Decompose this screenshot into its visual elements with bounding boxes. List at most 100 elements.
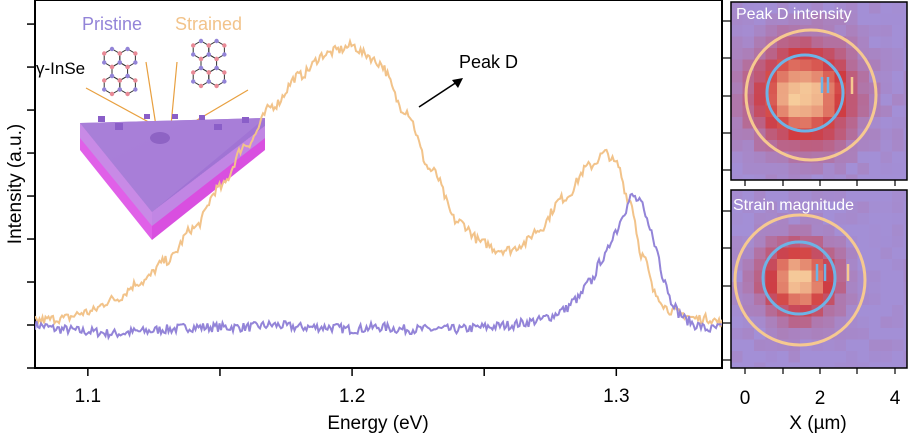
heatmap-cell xyxy=(880,2,893,14)
heatmap-cell xyxy=(823,236,835,248)
heatmap-cell xyxy=(765,190,778,202)
heatmap-cell xyxy=(800,117,812,129)
heatmap-cell xyxy=(892,293,904,306)
heatmap-cell xyxy=(765,259,778,271)
heatmap-cell xyxy=(811,151,824,164)
heatmap-cell xyxy=(765,2,778,14)
heatmap-cell xyxy=(811,128,824,141)
heatmap-cell xyxy=(731,362,743,368)
heatmap-cell xyxy=(903,201,907,214)
heatmap-cell xyxy=(846,174,858,180)
heatmap-cell xyxy=(857,2,870,14)
x-axis-label: Energy (eV) xyxy=(327,413,428,434)
heatmap-cell xyxy=(892,82,904,95)
heatmap-cell xyxy=(880,48,893,60)
heatmap-cell xyxy=(834,305,847,317)
heatmap-cell xyxy=(742,36,755,49)
legend-strained: Strained xyxy=(175,14,242,34)
heatmap-cell xyxy=(800,140,812,152)
heatmap-cell xyxy=(765,151,778,164)
peak-d-intensity-map: Peak D intensity xyxy=(723,1,908,186)
heatmap-cell xyxy=(754,36,766,49)
heatmap-cell xyxy=(731,128,743,141)
heatmap-cell xyxy=(811,36,824,49)
map-x-tick-label: 2 xyxy=(815,388,826,409)
heatmap-cell xyxy=(811,117,824,129)
heatmap-cell xyxy=(754,190,766,202)
heatmap-cell xyxy=(880,259,893,271)
map2-axes xyxy=(723,210,896,374)
heatmap-cell xyxy=(823,94,835,106)
heatmap-cell xyxy=(754,2,766,14)
heatmap-cell xyxy=(788,94,801,106)
heatmap-cell xyxy=(857,351,870,363)
heatmap-cell xyxy=(731,328,743,340)
heatmap-cell xyxy=(754,174,766,180)
heatmap-cell xyxy=(788,270,801,283)
heatmap-cell xyxy=(731,2,743,14)
heatmap-cell xyxy=(800,105,812,118)
heatmap-cell xyxy=(903,174,907,180)
heatmap-cell xyxy=(777,36,789,49)
heatmap-cell xyxy=(742,362,755,368)
heatmap-cell xyxy=(892,2,904,14)
heatmap-cell xyxy=(857,362,870,368)
heatmap-cell xyxy=(857,105,870,118)
heatmap-cell xyxy=(731,140,743,152)
heatmap-cell xyxy=(788,293,801,306)
heatmap-cell xyxy=(811,190,824,202)
heatmap-cell xyxy=(754,213,766,225)
heatmap-cell xyxy=(800,270,812,283)
heatmap-cell xyxy=(777,224,789,237)
heatmap-cell xyxy=(834,48,847,60)
outer-circle xyxy=(733,213,867,347)
heatmap-cell xyxy=(754,82,766,95)
heatmap-cell xyxy=(846,151,858,164)
heatmap-cell xyxy=(788,351,801,363)
heatmap-cell xyxy=(834,25,847,37)
heatmap-cell xyxy=(903,151,907,164)
heatmap-cell xyxy=(846,190,858,202)
heatmap-cell xyxy=(846,48,858,60)
heatmap-cell xyxy=(903,59,907,72)
heatmap-cell xyxy=(880,339,893,352)
heatmap-cell xyxy=(788,117,801,129)
inse-flake-icon xyxy=(80,114,265,240)
heatmap-cell xyxy=(869,48,881,60)
heatmap-cell xyxy=(788,140,801,152)
heatmap-cell xyxy=(857,305,870,317)
heatmap-cell xyxy=(731,94,743,106)
heatmap-cell xyxy=(880,305,893,317)
heatmap-cell xyxy=(731,25,743,37)
map1-title: Peak D intensity xyxy=(736,6,852,23)
heatmap-cell xyxy=(765,305,778,317)
heatmap-cell xyxy=(731,71,743,83)
heatmap-cell xyxy=(880,59,893,72)
heatmap-cell xyxy=(811,71,824,83)
heatmap-cell xyxy=(777,362,789,368)
heatmap-cell xyxy=(754,151,766,164)
heatmap-cell xyxy=(754,247,766,260)
heatmap-cell xyxy=(731,117,743,129)
heatmap-cell xyxy=(834,282,847,294)
x-tick-label: 1.3 xyxy=(603,386,629,407)
heatmap-cell xyxy=(892,48,904,60)
heatmap-cell xyxy=(800,174,812,180)
heatmap-cell xyxy=(903,105,907,118)
heatmap-cell xyxy=(823,351,835,363)
heatmap-cell xyxy=(800,293,812,306)
heatmap-cell xyxy=(765,316,778,329)
heatmap-cell xyxy=(754,59,766,72)
heatmap-cell xyxy=(754,13,766,26)
heatmap-cell xyxy=(903,270,907,283)
heatmap-cell xyxy=(765,25,778,37)
heatmap-cell xyxy=(869,270,881,283)
heatmap-cell xyxy=(765,174,778,180)
heatmap-cell xyxy=(834,59,847,72)
map-x-tick-labels: 0 2 4 xyxy=(740,388,901,409)
heatmap-cell xyxy=(892,316,904,329)
heatmap-cell xyxy=(823,201,835,214)
heatmap-cell xyxy=(857,339,870,352)
heatmap-cell xyxy=(846,163,858,175)
heatmap-cell xyxy=(788,259,801,271)
